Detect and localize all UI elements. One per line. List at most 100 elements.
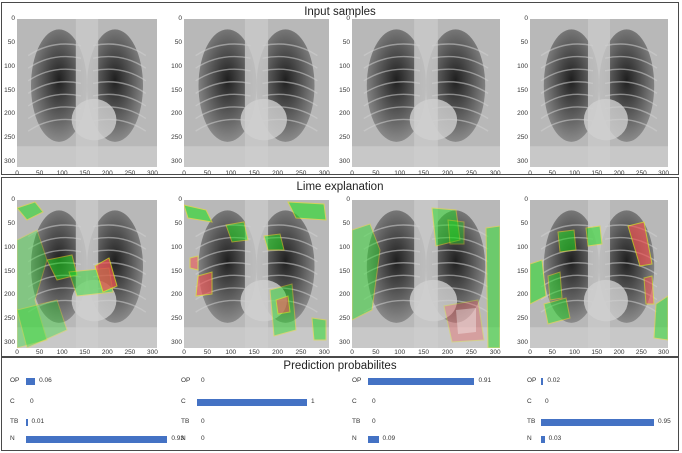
y-tick-label: 0: [178, 15, 182, 22]
y-tick-label: 0: [11, 196, 15, 203]
x-tick-label: 50: [548, 170, 556, 177]
y-tick-label: 250: [4, 134, 15, 142]
x-tick-label: 0: [15, 170, 19, 177]
x-tick-label: 0: [350, 349, 354, 356]
y-tick-label: 50: [520, 219, 528, 227]
y-tick-label: 0: [524, 196, 528, 203]
x-tick-label: 0: [528, 170, 532, 177]
class-label: OP: [10, 377, 20, 384]
prediction-probabilities-title: Prediction probabilites: [283, 360, 397, 372]
y-tick-label: 250: [339, 315, 350, 323]
x-tick-label: 250: [465, 349, 477, 356]
y-tick-label: 150: [4, 267, 15, 275]
y-tick-label: 250: [517, 134, 528, 142]
class-label: OP: [352, 377, 362, 384]
x-tick-label: 250: [124, 170, 136, 177]
class-label: N: [181, 435, 186, 442]
y-tick-label: 50: [520, 38, 528, 46]
y-tick-label: 300: [171, 158, 182, 166]
x-tick-label: 50: [203, 170, 211, 177]
prediction-probabilities-panel: Prediction probabilites: [1, 357, 679, 451]
x-tick-label: 50: [35, 170, 44, 177]
probability-bar: [26, 419, 28, 426]
y-tick-label: 100: [4, 62, 15, 70]
class-label: OP: [181, 377, 191, 384]
class-label: N: [527, 435, 532, 442]
probability-value: 0: [372, 418, 376, 425]
x-tick-label: 50: [203, 349, 211, 356]
x-tick-label: 150: [79, 170, 91, 177]
x-tick-label: 300: [658, 170, 669, 177]
x-tick-label: 0: [182, 170, 186, 177]
y-tick-label: 150: [4, 86, 15, 94]
probability-value: 0.03: [548, 435, 562, 442]
class-label: C: [352, 398, 357, 405]
x-tick-label: 250: [124, 349, 136, 356]
y-tick-label: 100: [171, 243, 182, 251]
probability-value: 0.09: [382, 435, 396, 442]
x-tick-label: 150: [248, 170, 260, 177]
y-tick-label: 150: [339, 267, 350, 275]
x-tick-label: 300: [318, 170, 330, 177]
probability-value: 0: [201, 377, 205, 384]
y-tick-label: 200: [339, 110, 350, 118]
input-xray-image: [184, 19, 329, 167]
y-tick-label: 100: [517, 243, 528, 251]
probability-bar: [541, 419, 655, 426]
probability-bar: [368, 378, 475, 385]
x-tick-label: 300: [147, 349, 158, 356]
y-tick-label: 0: [346, 196, 350, 203]
x-tick-label: 100: [569, 349, 580, 356]
class-label: C: [527, 398, 532, 405]
probability-value: 1: [311, 398, 315, 405]
probability-bar: [541, 378, 544, 385]
input-xray-image: [352, 19, 500, 167]
y-tick-label: 50: [342, 219, 350, 227]
class-label: C: [10, 398, 15, 405]
y-tick-label: 0: [11, 15, 15, 22]
probability-bar: [197, 399, 307, 406]
x-tick-label: 150: [591, 349, 603, 356]
x-tick-label: 50: [35, 349, 44, 356]
x-tick-label: 200: [613, 349, 625, 356]
x-tick-label: 150: [418, 349, 430, 356]
y-tick-label: 200: [517, 110, 528, 118]
probability-bar: [26, 436, 168, 443]
x-tick-label: 200: [442, 349, 453, 356]
y-tick-label: 150: [517, 267, 528, 275]
x-tick-label: 250: [465, 170, 477, 177]
x-tick-label: 300: [147, 170, 158, 177]
probability-value: 0.06: [39, 377, 52, 384]
lime-xray-image: [352, 200, 500, 348]
probability-value: 0.01: [31, 418, 45, 425]
x-tick-label: 100: [225, 170, 237, 177]
class-label: TB: [352, 418, 361, 425]
probability-value: 0.93: [171, 435, 185, 442]
x-tick-label: 250: [635, 349, 647, 356]
y-tick-label: 150: [517, 86, 528, 94]
x-tick-label: 100: [225, 349, 237, 356]
y-tick-label: 0: [178, 196, 182, 203]
y-tick-label: 50: [174, 219, 182, 227]
y-tick-label: 300: [339, 158, 350, 166]
y-tick-label: 100: [4, 243, 15, 251]
input-xray-image: [530, 19, 668, 167]
x-tick-label: 250: [295, 170, 307, 177]
y-tick-label: 300: [339, 339, 350, 347]
x-tick-label: 100: [56, 170, 68, 177]
x-tick-label: 300: [658, 349, 669, 356]
x-tick-label: 300: [489, 170, 501, 177]
y-tick-label: 150: [171, 86, 182, 94]
x-tick-label: 300: [318, 349, 330, 356]
x-tick-label: 0: [182, 349, 186, 356]
class-label: TB: [527, 418, 536, 425]
y-tick-label: 300: [4, 339, 15, 347]
y-tick-label: 150: [171, 267, 182, 275]
lime-explanation-title: Lime explanation: [296, 181, 384, 193]
class-label: TB: [10, 418, 19, 425]
y-tick-label: 250: [517, 315, 528, 323]
x-tick-label: 150: [79, 349, 91, 356]
x-tick-label: 100: [56, 349, 68, 356]
x-tick-label: 300: [489, 349, 501, 356]
x-tick-label: 50: [372, 349, 380, 356]
